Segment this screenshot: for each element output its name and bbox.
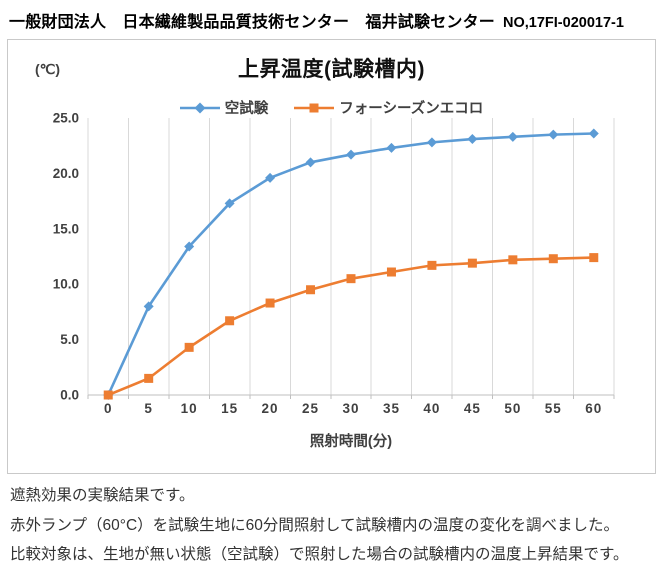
report-header: 一般財団法人 日本繊維製品品質技術センター 福井試験センター NO,17FI-02… bbox=[0, 0, 664, 32]
x-tick-label: 10 bbox=[181, 401, 198, 416]
data-point-blank-test bbox=[224, 198, 235, 209]
legend-label-four-seasons-ecolo: フォーシーズンエコロ bbox=[339, 101, 484, 117]
x-tick-label: 0 bbox=[104, 401, 113, 416]
x-tick-label: 20 bbox=[262, 401, 279, 416]
data-point-blank-test bbox=[548, 129, 559, 140]
data-point-blank-test bbox=[386, 142, 397, 153]
data-point-four-seasons-ecolo bbox=[467, 258, 477, 268]
data-point-four-seasons-ecolo bbox=[144, 373, 154, 383]
x-tick-label: 50 bbox=[504, 401, 521, 416]
chart-title: 上昇温度(試験槽内) bbox=[238, 58, 425, 81]
data-point-blank-test bbox=[305, 157, 316, 168]
x-tick-label: 15 bbox=[221, 401, 238, 416]
data-point-blank-test bbox=[467, 134, 478, 145]
experiment-description: 遮熱効果の実験結果です。 赤外ランプ（60°C）を試験生地に60分間照射して試験… bbox=[10, 487, 654, 565]
data-point-four-seasons-ecolo bbox=[548, 254, 558, 264]
x-tick-label: 30 bbox=[342, 401, 359, 416]
chart-legend: 空試験 フォーシーズンエコロ bbox=[8, 97, 655, 118]
x-tick-label: 40 bbox=[423, 401, 440, 416]
four-seasons-line-square-icon bbox=[294, 103, 335, 112]
data-point-blank-test bbox=[265, 172, 276, 183]
temperature-chart: (℃) 上昇温度(試験槽内) 空試験 フォーシーズンエコロ 0.0 5.0 10.0… bbox=[7, 39, 656, 474]
data-point-four-seasons-ecolo bbox=[346, 274, 356, 284]
data-point-blank-test bbox=[507, 131, 518, 142]
data-point-blank-test bbox=[184, 241, 195, 252]
y-tick-label: 10.0 bbox=[53, 277, 79, 292]
series-line-blank-test bbox=[106, 132, 596, 397]
data-point-four-seasons-ecolo bbox=[386, 267, 396, 277]
data-point-four-seasons-ecolo bbox=[184, 342, 194, 352]
y-tick-label: 25.0 bbox=[53, 111, 79, 126]
data-point-four-seasons-ecolo bbox=[589, 253, 599, 263]
description-line-1: 遮熱効果の実験結果です。 bbox=[10, 487, 195, 504]
legend-item-blank-test: 空試験 bbox=[179, 97, 269, 118]
data-point-blank-test bbox=[588, 128, 599, 139]
data-point-four-seasons-ecolo bbox=[225, 316, 235, 326]
x-tick-label: 45 bbox=[464, 401, 481, 416]
y-tick-label: 15.0 bbox=[53, 221, 79, 236]
legend-label-blank-test: 空試験 bbox=[224, 101, 269, 117]
data-point-blank-test bbox=[346, 149, 356, 160]
x-tick-label: 60 bbox=[585, 401, 602, 416]
x-tick-label: 25 bbox=[302, 401, 319, 416]
data-point-blank-test bbox=[426, 137, 437, 148]
data-point-four-seasons-ecolo bbox=[508, 255, 518, 265]
organization-name: 一般財団法人 日本繊維製品品質技術センター 福井試験センター bbox=[9, 14, 496, 31]
description-line-3: 比較対象は、生地が無い状態（空試験）で照射した場合の試験槽内の温度上昇結果です。 bbox=[10, 546, 629, 564]
data-point-four-seasons-ecolo bbox=[306, 285, 316, 295]
data-point-four-seasons-ecolo bbox=[265, 298, 275, 308]
y-axis-unit-label: (℃) bbox=[35, 61, 61, 77]
description-line-2: 赤外ランプ（60°C）を試験生地に60分間照射して試験槽内の温度の変化を調べまし… bbox=[10, 516, 619, 534]
x-tick-label: 5 bbox=[144, 401, 153, 416]
data-point-blank-test bbox=[143, 301, 154, 312]
x-tick-label: 35 bbox=[383, 401, 400, 416]
x-tick-label: 55 bbox=[545, 401, 562, 416]
plot-area: 0.0 5.0 10.0 15.0 20.0 25.0 0 5 10 15 20 25 30 35 40 45… bbox=[53, 111, 615, 416]
data-point-four-seasons-ecolo bbox=[103, 390, 113, 400]
legend-item-four-seasons-ecolo: フォーシーズンエコロ bbox=[294, 97, 483, 118]
report-number: NO,17FI-020017-1 bbox=[503, 15, 624, 31]
y-tick-label: 0.0 bbox=[60, 388, 79, 403]
y-tick-label: 20.0 bbox=[53, 166, 79, 181]
y-tick-label: 5.0 bbox=[60, 332, 79, 347]
data-point-four-seasons-ecolo bbox=[427, 260, 437, 270]
x-axis-title: 照射時間(分) bbox=[309, 434, 393, 450]
blank-test-line-diamond-icon bbox=[179, 102, 220, 113]
